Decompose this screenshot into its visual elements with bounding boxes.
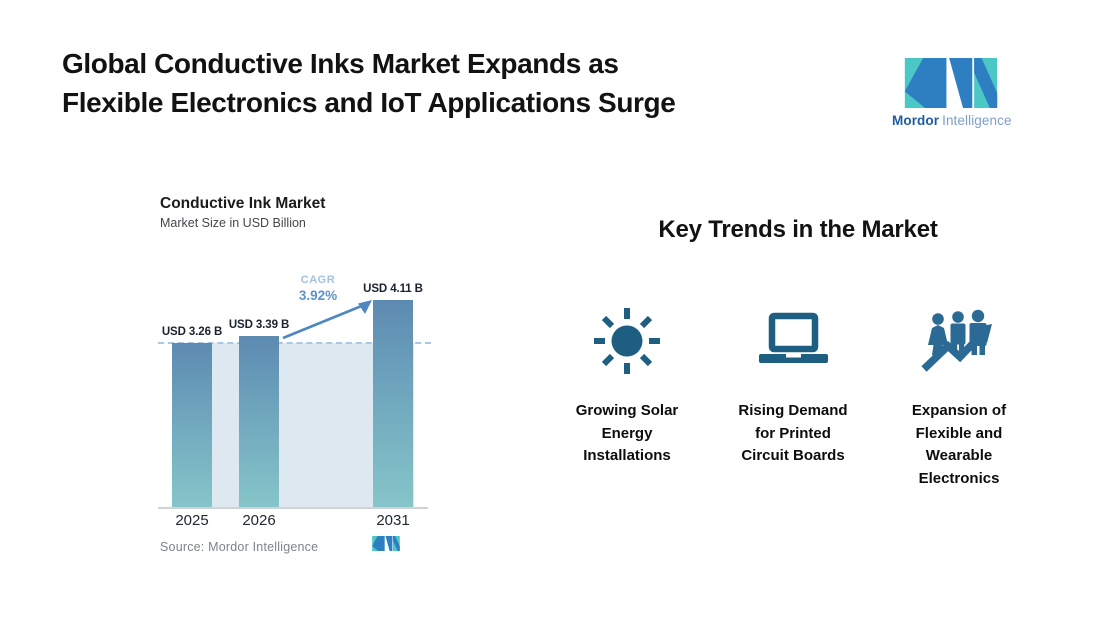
bar-2031 (373, 300, 413, 507)
source-attribution: Source: Mordor Intelligence (160, 540, 319, 554)
x-axis-tick-label: 2025 (175, 512, 209, 529)
sun-icon (592, 302, 662, 380)
market-size-chart: Conductive Ink Market Market Size in USD… (158, 190, 438, 565)
trend-label-solar: Growing Solar Energy Installations (575, 402, 679, 464)
x-axis-line (158, 507, 428, 509)
cagr-label: CAGR (300, 274, 336, 286)
mordor-intelligence-logo-icon (901, 58, 1001, 108)
people-growth-icon (921, 302, 997, 380)
brand-logo: Mordor Intelligence (892, 58, 1012, 128)
reference-dashed-line (158, 342, 431, 344)
trends-row: Growing Solar Energy Installations Risin… (550, 302, 1036, 490)
x-axis-tick-label: 2031 (376, 512, 410, 529)
cagr-value: 3.92% (298, 288, 338, 303)
mini-brand-logo-icon (372, 536, 400, 551)
brand-name-light: Intelligence (942, 113, 1012, 128)
trends-heading: Key Trends in the Market (658, 216, 938, 243)
cagr-annotation: CAGR 3.92% (286, 273, 350, 303)
page-title: Global Conductive Inks Market Expands as… (62, 44, 676, 122)
page-title-line1: Global Conductive Inks Market Expands as (62, 48, 619, 79)
trend-item-wearables: Expansion of Flexible and Wearable Elect… (882, 302, 1036, 490)
chart-subtitle: Market Size in USD Billion (160, 216, 306, 230)
laptop-icon (752, 302, 834, 380)
bar-value-label: USD 3.39 B (228, 319, 290, 331)
growth-arrow-icon (282, 300, 372, 340)
chart-title: Conductive Ink Market (160, 195, 326, 212)
bar-2026 (239, 336, 279, 507)
brand-name-bold: Mordor (892, 113, 940, 128)
x-axis-tick-label: 2026 (242, 512, 276, 529)
bar-2025 (172, 343, 212, 507)
bar-plot-area: CAGR 3.92% USD 3.26 B USD 3.39 B USD 4.11 … (158, 190, 434, 507)
trend-label-wearables: Expansion of Flexible and Wearable Elect… (911, 402, 1007, 487)
bar-value-label: USD 4.11 B (363, 283, 423, 295)
trend-label-pcb: Rising Demand for Printed Circuit Boards (738, 402, 848, 464)
page-title-line2: Flexible Electronics and IoT Application… (62, 87, 676, 118)
trend-item-pcb: Rising Demand for Printed Circuit Boards (716, 302, 870, 490)
brand-name: Mordor Intelligence (892, 113, 1012, 128)
bar-value-label: USD 3.26 B (161, 326, 223, 338)
trend-item-solar: Growing Solar Energy Installations (550, 302, 704, 490)
